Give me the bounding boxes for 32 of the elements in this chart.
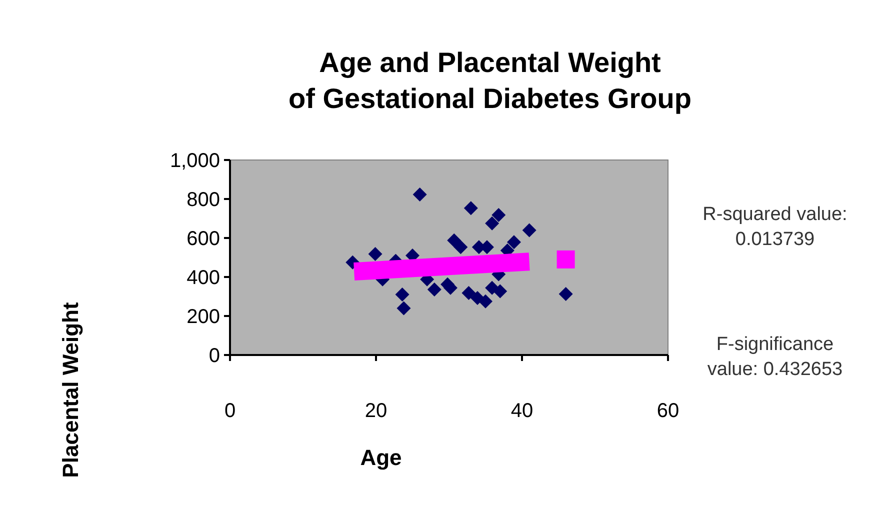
point: [412, 188, 427, 202]
point: [464, 201, 478, 216]
y-tick-label: 0: [208, 345, 220, 367]
x-tick-label: 60: [656, 400, 680, 422]
point: [556, 250, 575, 268]
point: [396, 301, 411, 316]
text: R-squared value: 0.013739: [702, 204, 848, 250]
text: F-significance value: 0.432653: [707, 334, 843, 380]
point: [506, 235, 521, 250]
y-tick-label: 600: [186, 228, 220, 250]
point: [447, 233, 462, 248]
point: [558, 286, 573, 301]
y-tick-label: 200: [186, 306, 220, 328]
point: [492, 208, 506, 222]
point: [427, 282, 442, 296]
y-axis-title: Placental Weight: [58, 302, 83, 478]
point: [462, 286, 476, 300]
x-tick-label: 0: [224, 400, 236, 422]
point: [454, 240, 468, 254]
y-tick-label: 1,000: [170, 150, 220, 172]
point: [485, 216, 500, 230]
point: [395, 288, 410, 302]
point: [368, 246, 382, 261]
x-tick-label: 40: [510, 400, 534, 422]
y-tick-label: 400: [186, 267, 220, 289]
y-tick-label: 800: [186, 189, 220, 211]
chart-title: Age and Placental Weight of Gestational Diabetes Group: [288, 47, 692, 114]
point: [478, 294, 492, 308]
point: [493, 284, 508, 298]
x-axis-title: Age: [360, 445, 402, 470]
point: [522, 223, 536, 238]
x-tick-label: 20: [364, 400, 388, 422]
